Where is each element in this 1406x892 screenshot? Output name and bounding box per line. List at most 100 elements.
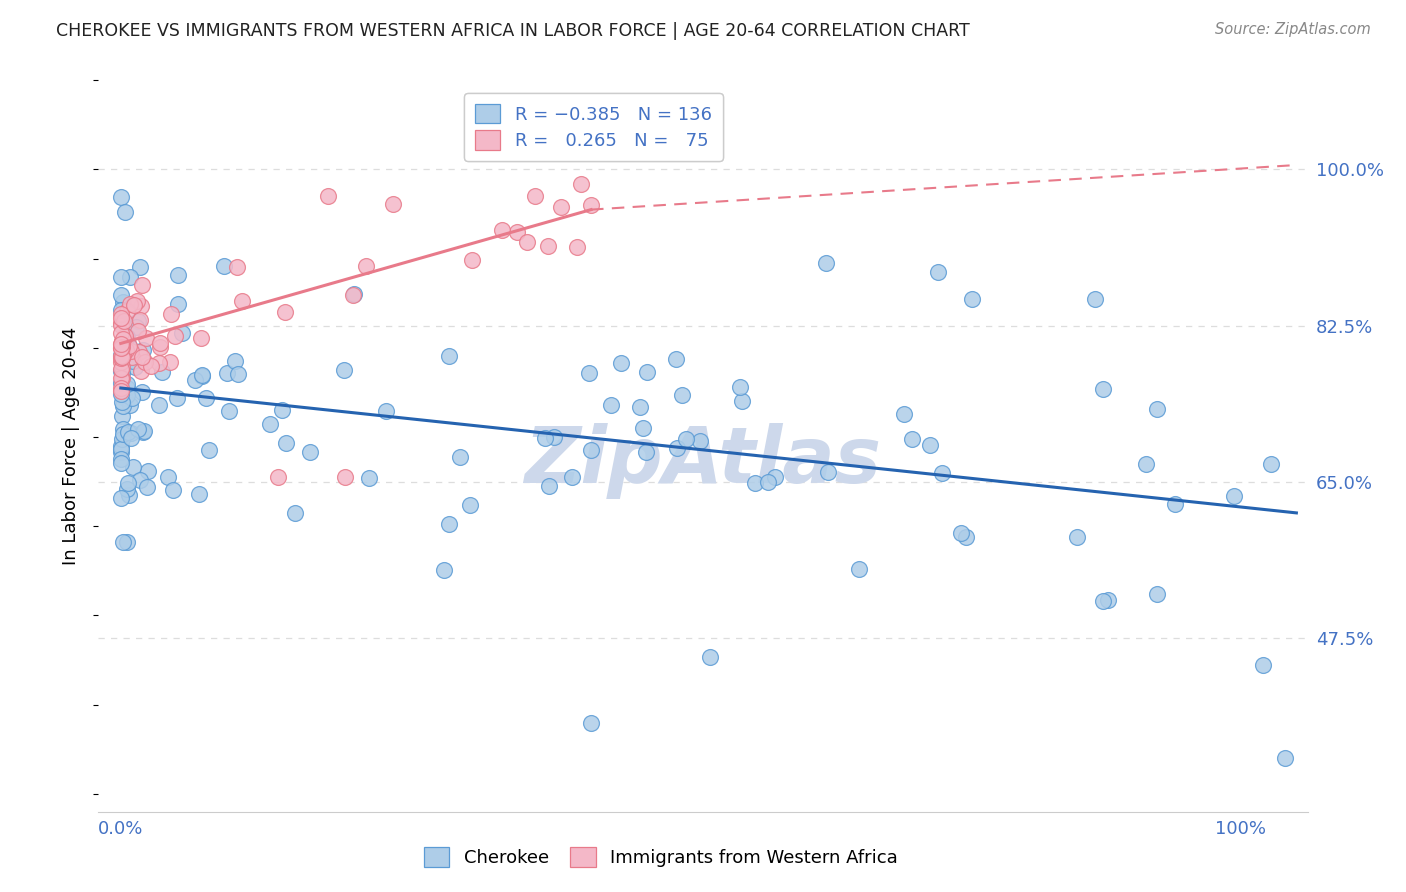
Point — [298, 445, 321, 459]
Point — [110, 341, 132, 355]
Point — [815, 256, 838, 270]
Point — [1260, 458, 1282, 472]
Point — [131, 298, 153, 312]
Point — [950, 525, 973, 540]
Point — [665, 352, 688, 367]
Point — [121, 459, 143, 474]
Point — [1146, 587, 1168, 601]
Point — [270, 402, 292, 417]
Point — [128, 313, 150, 327]
Point — [537, 479, 560, 493]
Point — [117, 388, 139, 402]
Point — [127, 314, 149, 328]
Point — [316, 189, 339, 203]
Point — [121, 391, 143, 405]
Point — [931, 466, 953, 480]
Point — [115, 381, 138, 395]
Point — [115, 330, 138, 344]
Point — [110, 394, 132, 409]
Point — [461, 253, 484, 268]
Point — [111, 340, 134, 354]
Point — [111, 348, 134, 362]
Point — [699, 649, 721, 664]
Point — [110, 491, 132, 505]
Point — [197, 442, 219, 457]
Text: CHEROKEE VS IMMIGRANTS FROM WESTERN AFRICA IN LABOR FORCE | AGE 20-64 CORRELATIO: CHEROKEE VS IMMIGRANTS FROM WESTERN AFRI… — [56, 22, 970, 40]
Point — [110, 384, 132, 398]
Point — [920, 438, 942, 452]
Point — [731, 394, 754, 409]
Point — [190, 331, 212, 345]
Point — [599, 398, 621, 412]
Point — [117, 476, 139, 491]
Point — [165, 328, 187, 343]
Point — [124, 360, 146, 375]
Point — [375, 404, 398, 418]
Point — [1092, 382, 1115, 396]
Point — [111, 332, 134, 346]
Point — [224, 354, 246, 368]
Point — [218, 404, 240, 418]
Point — [110, 351, 132, 366]
Point — [110, 444, 132, 458]
Point — [128, 345, 150, 359]
Point — [927, 265, 949, 279]
Point — [110, 307, 132, 321]
Point — [111, 409, 134, 424]
Point — [955, 530, 977, 544]
Point — [120, 343, 142, 358]
Point — [115, 330, 138, 344]
Point — [191, 368, 214, 383]
Point — [110, 349, 132, 363]
Legend: R = −0.385   N = 136, R =   0.265   N =   75: R = −0.385 N = 136, R = 0.265 N = 75 — [464, 93, 723, 161]
Point — [117, 425, 139, 439]
Point — [960, 292, 983, 306]
Point — [1066, 530, 1088, 544]
Point — [149, 340, 172, 354]
Point — [156, 469, 179, 483]
Point — [537, 239, 560, 253]
Point — [1222, 489, 1244, 503]
Point — [636, 445, 658, 459]
Point — [136, 464, 159, 478]
Point — [333, 470, 356, 484]
Point — [1164, 497, 1187, 511]
Point — [120, 425, 142, 440]
Point — [170, 326, 193, 340]
Point — [578, 366, 600, 380]
Point — [194, 391, 217, 405]
Point — [121, 350, 143, 364]
Point — [1135, 457, 1157, 471]
Point — [110, 381, 132, 395]
Point — [127, 422, 149, 436]
Point — [1097, 593, 1119, 607]
Point — [689, 434, 711, 449]
Point — [111, 351, 134, 365]
Point — [357, 471, 380, 485]
Point — [543, 430, 565, 444]
Point — [110, 386, 132, 401]
Point — [111, 421, 134, 435]
Point — [132, 343, 155, 358]
Point — [134, 355, 156, 369]
Point — [148, 335, 170, 350]
Point — [449, 450, 471, 464]
Point — [110, 364, 132, 378]
Point — [110, 337, 132, 351]
Point — [115, 376, 138, 391]
Point — [437, 349, 460, 363]
Point — [333, 363, 356, 377]
Legend: Cherokee, Immigrants from Western Africa: Cherokee, Immigrants from Western Africa — [416, 839, 905, 874]
Point — [665, 441, 688, 455]
Text: Source: ZipAtlas.com: Source: ZipAtlas.com — [1215, 22, 1371, 37]
Point — [122, 298, 145, 312]
Point — [901, 433, 924, 447]
Point — [115, 343, 138, 358]
Point — [125, 293, 148, 308]
Point — [167, 268, 190, 282]
Point — [817, 465, 839, 479]
Point — [728, 380, 751, 394]
Point — [631, 421, 654, 435]
Point — [110, 452, 132, 467]
Point — [259, 417, 281, 432]
